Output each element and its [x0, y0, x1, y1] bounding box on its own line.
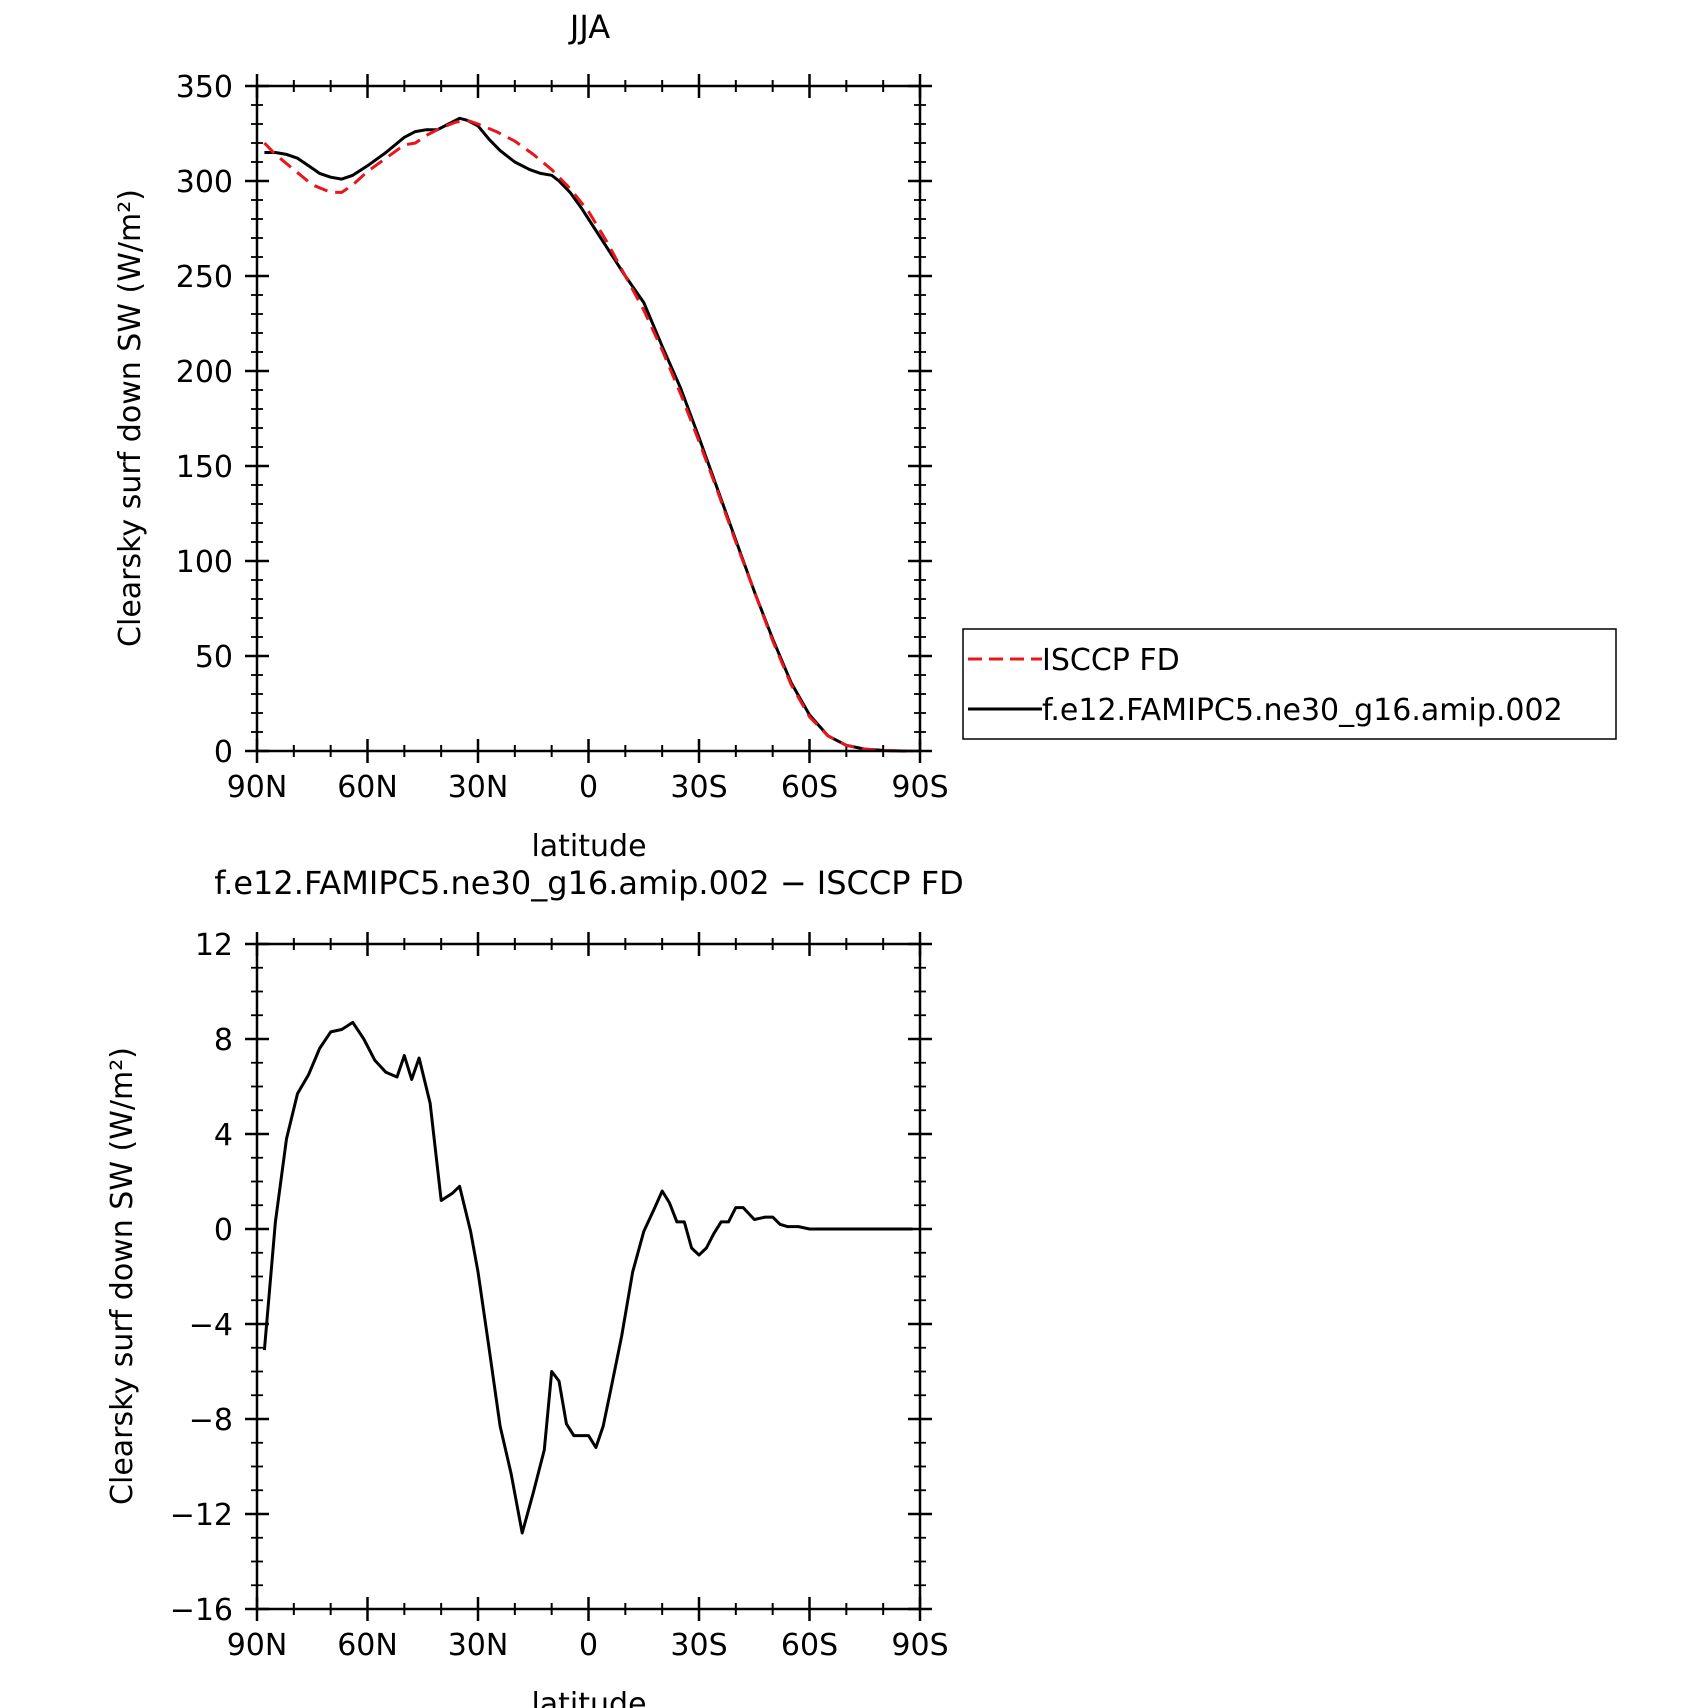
bottom-panel: f.e12.FAMIPC5.ne30_g16.amip.002 − ISCCP … [105, 864, 964, 1708]
top-y-tick-label: 350 [176, 70, 233, 105]
top-y-tick-label: 300 [176, 165, 233, 200]
top-x-tick-label: 30N [448, 770, 509, 805]
top-y-tick-label: 100 [176, 545, 233, 580]
bottom-axes: 90N 60N 30N 0 30S 60S 90S −16 −12 −8 −4 0 4 8 12 [170, 928, 949, 1663]
top-x-tick-label: 0 [579, 770, 598, 805]
top-y-axis-label: Clearsky surf down SW (W/m²) [113, 189, 148, 647]
top-x-axis-label: latitude [531, 829, 646, 864]
bottom-x-tick-label: 60N [337, 1628, 398, 1663]
top-legend: ISCCP FD f.e12.FAMIPC5.ne30_g16.amip.002 [962, 628, 1617, 740]
bottom-series-line-0 [262, 1020, 913, 1535]
bottom-x-tick-label: 0 [579, 1628, 598, 1663]
legend-label-model: f.e12.FAMIPC5.ne30_g16.amip.002 [1042, 693, 1563, 728]
bottom-y-tick-label: 4 [214, 1118, 233, 1153]
top-x-tick-label: 90S [891, 770, 948, 805]
bottom-x-tick-label: 30N [448, 1628, 509, 1663]
top-y-tick-label: 150 [176, 450, 233, 485]
top-y-tick-label: 250 [176, 260, 233, 295]
bottom-y-tick-label: 0 [214, 1213, 233, 1248]
legend-box [962, 628, 1617, 740]
bottom-y-tick-label: −8 [189, 1403, 233, 1438]
bottom-x-tick-label: 30S [670, 1628, 727, 1663]
bottom-y-tick-label: −12 [170, 1498, 233, 1533]
bottom-y-tick-label: −16 [170, 1593, 233, 1628]
bottom-title: f.e12.FAMIPC5.ne30_g16.amip.002 − ISCCP … [214, 864, 964, 902]
top-y-tick-label: 200 [176, 355, 233, 390]
top-plot-frame [255, 84, 922, 753]
top-x-tick-label: 60N [337, 770, 398, 805]
top-x-tick-label: 90N [227, 770, 288, 805]
bottom-series-group [262, 1020, 913, 1535]
top-y-tick-label: 50 [195, 640, 233, 675]
top-x-tick-label: 60S [781, 770, 838, 805]
bottom-plot-frame [255, 942, 922, 1611]
top-panel: JJA 90N 60N 30N 0 30S 60S 90S 0 50 100 150 200 250 30… [113, 8, 1617, 864]
bottom-x-tick-label: 90N [227, 1628, 288, 1663]
bottom-x-tick-label: 90S [891, 1628, 948, 1663]
legend-label-isccp-fd: ISCCP FD [1042, 643, 1180, 678]
bottom-y-tick-label: −4 [189, 1308, 233, 1343]
top-series-group [263, 116, 913, 753]
bottom-x-axis-label: latitude [531, 1687, 646, 1708]
bottom-y-tick-label: 12 [195, 928, 233, 963]
top-series-line-1 [264, 116, 913, 753]
bottom-x-tick-label: 60S [781, 1628, 838, 1663]
bottom-y-axis-label: Clearsky surf down SW (W/m²) [105, 1047, 140, 1505]
bottom-y-tick-label: 8 [214, 1023, 233, 1058]
top-series-line-0 [263, 118, 913, 753]
top-title: JJA [568, 8, 610, 46]
top-x-tick-label: 30S [670, 770, 727, 805]
top-y-tick-label: 0 [214, 735, 233, 770]
